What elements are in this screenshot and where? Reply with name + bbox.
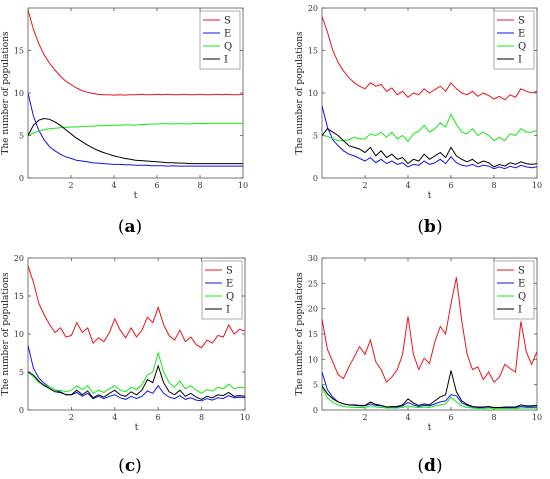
plot-area-c: 0 5 10 15 20 2 4 6 8 10 t The number of populations… xyxy=(1,254,250,433)
y-tick-label-a: 10 xyxy=(14,89,24,98)
x-tick-label-a: 4 xyxy=(111,181,116,190)
series-line-s-c xyxy=(28,265,245,349)
x-tick-label-c: 8 xyxy=(199,413,204,422)
series-line-i-a xyxy=(28,117,243,165)
x-tick-label-b: 2 xyxy=(362,181,367,190)
legend-label-e-b: E xyxy=(518,29,525,40)
x-tick-label-d: 2 xyxy=(362,413,367,422)
legend-label-s-a: S xyxy=(224,16,231,27)
x-tick-label-a: 6 xyxy=(154,181,159,190)
series-line-s-d xyxy=(322,277,537,383)
panel-label-d: (d) xyxy=(417,456,442,476)
x-tick-label-b: 6 xyxy=(448,181,453,190)
legend-label-q-b: Q xyxy=(518,42,526,53)
panel-c: 0 5 10 15 20 2 4 6 8 10 t The number of populations… xyxy=(1,254,250,476)
plot-area-a: 0 5 10 15 2 4 6 8 10 t The number of populations SE… xyxy=(1,7,248,201)
series-line-q-b xyxy=(322,113,537,143)
y-tick-label-d: 30 xyxy=(308,254,318,263)
panel-label-c: (c) xyxy=(118,456,142,476)
panel-d: 0 5 10 15 20 25 30 2 4 6 8 10 t The number of populat… xyxy=(295,254,542,476)
y-tick-label-a: 0 xyxy=(19,174,24,183)
panel-label-b: (b) xyxy=(417,217,442,237)
legend-label-e-d: E xyxy=(518,279,525,290)
x-axis-label-b: t xyxy=(428,191,432,201)
legend-label-e-c: E xyxy=(226,279,233,290)
legend-label-s-d: S xyxy=(518,266,525,277)
legend-label-q-c: Q xyxy=(226,292,234,303)
plot-area-b: 0 5 10 15 20 2 4 6 8 10 t The number of populations… xyxy=(295,4,542,201)
series-line-i-c xyxy=(28,364,245,400)
y-tick-label-c: 5 xyxy=(19,368,24,377)
legend-label-i-c: I xyxy=(226,305,230,316)
x-tick-label-c: 10 xyxy=(240,413,250,422)
legend-label-s-c: S xyxy=(226,266,233,277)
x-tick-label-a: 10 xyxy=(238,181,248,190)
y-tick-label-b: 5 xyxy=(313,132,318,141)
legend-label-s-b: S xyxy=(518,16,525,27)
y-tick-label-c: 20 xyxy=(14,254,24,263)
y-axis-label-d: The number of populations xyxy=(295,272,305,396)
y-tick-label-d: 5 xyxy=(313,381,318,390)
x-tick-label-c: 2 xyxy=(69,413,74,422)
y-tick-label-c: 0 xyxy=(19,406,24,415)
x-tick-label-d: 4 xyxy=(405,413,410,422)
x-tick-label-c: 6 xyxy=(156,413,161,422)
y-tick-label-c: 15 xyxy=(14,292,24,301)
y-tick-label-b: 0 xyxy=(313,174,318,183)
legend-label-i-a: I xyxy=(224,55,228,66)
series-line-q-c xyxy=(28,351,245,394)
panel-a: 0 5 10 15 2 4 6 8 10 t The number of populations SE… xyxy=(1,7,248,237)
y-axis-label-a: The number of populations xyxy=(1,31,11,155)
series-line-s-b xyxy=(322,16,537,101)
series-line-s-a xyxy=(28,9,243,96)
x-tick-label-d: 10 xyxy=(532,413,542,422)
series-line-e-b xyxy=(322,105,537,170)
x-axis-label-d: t xyxy=(428,423,432,433)
y-axis-label-b: The number of populations xyxy=(295,31,305,155)
y-tick-label-c: 10 xyxy=(14,330,24,339)
y-axis-label-c: The number of populations xyxy=(1,272,11,396)
series-line-e-a xyxy=(28,92,243,167)
x-tick-label-b: 4 xyxy=(405,181,410,190)
x-tick-label-a: 8 xyxy=(197,181,202,190)
y-tick-label-d: 25 xyxy=(308,279,318,288)
y-tick-label-d: 15 xyxy=(308,330,318,339)
x-tick-label-d: 8 xyxy=(491,413,496,422)
y-tick-label-d: 20 xyxy=(308,305,318,314)
x-tick-label-a: 2 xyxy=(68,181,73,190)
y-tick-label-b: 15 xyxy=(308,47,318,56)
x-axis-label-a: t xyxy=(134,191,138,201)
legend-label-i-b: I xyxy=(518,55,522,66)
y-tick-label-a: 5 xyxy=(19,132,24,141)
x-tick-label-c: 4 xyxy=(112,413,117,422)
y-tick-label-b: 20 xyxy=(308,4,318,13)
panel-label-a: (a) xyxy=(118,217,142,237)
series-line-q-d xyxy=(322,386,537,409)
x-tick-label-b: 8 xyxy=(491,181,496,190)
y-tick-label-a: 15 xyxy=(14,47,24,56)
panel-b: 0 5 10 15 20 2 4 6 8 10 t The number of populations… xyxy=(295,4,542,237)
x-axis-label-c: t xyxy=(135,423,139,433)
series-line-i-d xyxy=(322,370,537,408)
y-tick-label-b: 10 xyxy=(308,89,318,98)
legend-label-q-d: Q xyxy=(518,292,526,303)
legend-label-e-a: E xyxy=(224,29,231,40)
legend-label-q-a: Q xyxy=(224,42,232,53)
legend-label-i-d: I xyxy=(518,305,522,316)
plot-area-d: 0 5 10 15 20 25 30 2 4 6 8 10 t The number of populat… xyxy=(295,254,542,433)
x-tick-label-d: 6 xyxy=(448,413,453,422)
x-tick-label-b: 10 xyxy=(532,181,542,190)
series-line-i-b xyxy=(322,128,537,168)
y-tick-label-d: 0 xyxy=(313,406,318,415)
y-tick-label-d: 10 xyxy=(308,355,318,364)
